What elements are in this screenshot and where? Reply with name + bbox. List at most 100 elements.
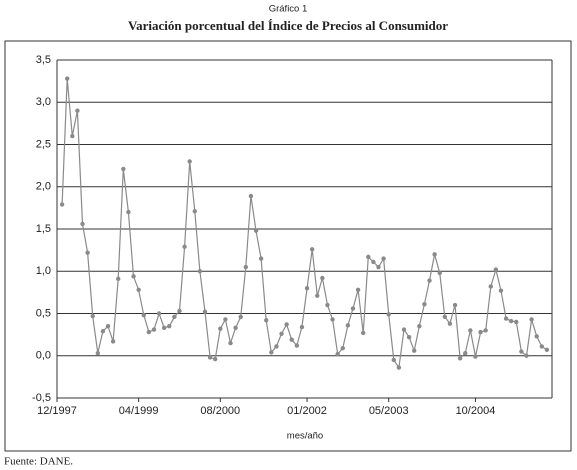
data-point [381, 256, 386, 261]
data-point [126, 209, 131, 215]
data-point [447, 321, 453, 326]
data-point [371, 259, 376, 265]
data-point [167, 323, 172, 329]
x-tick-label: 10/2004 [456, 405, 496, 417]
data-point [59, 202, 65, 207]
data-point [85, 250, 90, 255]
data-point [478, 329, 483, 335]
y-tick-label: 3,5 [36, 54, 51, 66]
data-point [172, 314, 177, 320]
data-point [544, 347, 550, 353]
data-point [243, 264, 249, 270]
data-point [187, 159, 192, 164]
data-point [412, 348, 417, 353]
data-point [437, 270, 442, 276]
data-point [534, 334, 539, 339]
data-point [396, 365, 402, 370]
data-point [360, 330, 366, 336]
x-tick-label: 04/1999 [119, 405, 159, 417]
data-point [366, 254, 371, 260]
data-point [80, 221, 85, 227]
y-tick-label: 1,0 [36, 265, 51, 277]
data-point [488, 284, 493, 289]
data-point [498, 288, 504, 293]
data-point [335, 351, 340, 357]
data-point [264, 318, 269, 323]
data-point [212, 356, 218, 362]
y-tick-label: 3,0 [36, 96, 51, 108]
data-point [95, 351, 101, 356]
data-point [468, 328, 473, 333]
data-point [345, 323, 351, 328]
data-point [161, 325, 167, 331]
y-tick-label: 2,0 [36, 181, 51, 193]
data-point [524, 353, 529, 358]
data-point [309, 247, 315, 252]
data-point [294, 343, 300, 348]
x-tick-label: 12/1997 [37, 405, 77, 417]
data-point [401, 327, 407, 332]
data-point [75, 108, 80, 113]
data-point [427, 278, 432, 283]
data-point [463, 351, 468, 356]
y-tick-label: 0,5 [36, 307, 51, 319]
data-point [483, 328, 488, 333]
data-point [218, 326, 223, 331]
data-point [228, 340, 233, 346]
data-point [146, 329, 152, 335]
data-point [376, 264, 381, 270]
data-point [182, 244, 187, 249]
data-point [202, 309, 208, 315]
data-point [539, 344, 544, 349]
data-point [284, 322, 289, 327]
x-tick-label: 05/2003 [369, 405, 409, 417]
x-tick-label: 01/2002 [287, 405, 327, 417]
frame [4, 40, 572, 452]
data-point [207, 355, 213, 360]
data-point [269, 350, 274, 355]
series-line [61, 78, 548, 370]
data-point [238, 314, 243, 320]
data-point [90, 313, 95, 319]
data-point [391, 357, 397, 363]
data-point [503, 316, 509, 321]
data-point [110, 339, 116, 344]
data-point [70, 133, 75, 139]
data-point [121, 166, 126, 172]
data-point [355, 287, 361, 293]
data-point [116, 276, 121, 282]
source: Fuente: DANE. [4, 456, 73, 468]
data-point [493, 267, 499, 272]
data-point [442, 314, 448, 320]
y-tick-label: -0,5 [32, 392, 51, 404]
data-point [248, 193, 254, 199]
data-point [136, 287, 141, 293]
data-point [417, 323, 422, 329]
data-point [105, 323, 111, 329]
data-point [457, 356, 463, 361]
data-point [315, 293, 320, 298]
data-point [350, 306, 356, 311]
data-point [386, 312, 391, 317]
x-axis-label: mes/año [287, 431, 323, 442]
data-point [325, 302, 330, 308]
data-point [406, 334, 412, 340]
chart-supertitle: Gráfico 1 [269, 4, 308, 15]
data-point [299, 324, 305, 330]
y-tick-label: 1,5 [36, 223, 51, 235]
y-tick-label: 0,0 [36, 350, 51, 362]
data-point [340, 345, 345, 351]
data-point [100, 329, 106, 334]
data-point [529, 317, 534, 322]
data-point [330, 317, 335, 322]
data-point [65, 76, 70, 81]
data-point [289, 337, 294, 342]
data-point [253, 228, 259, 233]
chart-title: Variación porcentual del Índice de Preci… [128, 18, 448, 33]
data-point [258, 256, 264, 261]
data-point [223, 317, 228, 322]
data-point [274, 344, 279, 349]
y-tick-label: 2,5 [36, 138, 51, 150]
data-point [177, 308, 182, 314]
